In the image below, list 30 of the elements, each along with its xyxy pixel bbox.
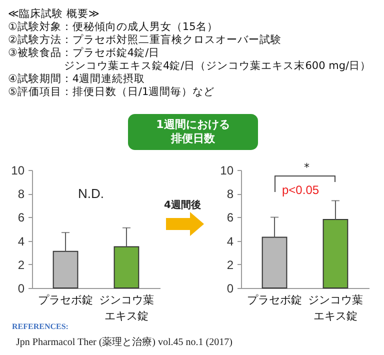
x-tick-label: プラセボ錠 — [247, 294, 302, 306]
y-tick-label: 4 — [226, 234, 234, 248]
chart-title: 1週間における排便日数 — [128, 114, 258, 150]
x-tick-label: ジンコウ葉エキス錠 — [98, 294, 154, 322]
text: ①試験対象：便秘傾向の成人男女（15名） — [8, 21, 218, 34]
text: REFERENCES: — [12, 322, 68, 331]
y-tick-label: 8 — [18, 187, 25, 202]
y-tick-label: 6 — [18, 210, 25, 225]
y-tick-label: 2 — [18, 258, 25, 272]
y-tick-label: 6 — [226, 210, 234, 225]
annotation: * — [304, 161, 310, 174]
text: 4週間後 — [164, 198, 201, 212]
text: ≪臨床試験 概要≫ — [8, 8, 100, 21]
y-tick-label: 10 — [11, 164, 25, 178]
text: ④試験期間：4週間連続摂取 — [8, 73, 146, 86]
x-tick-label: ジンコウ葉エキス錠 — [308, 294, 363, 322]
text: ⑤評価項目：排便日数（日/1週間毎）など — [8, 86, 215, 99]
y-tick-label: 8 — [226, 187, 234, 202]
y-tick-label: 0 — [226, 282, 234, 296]
x-tick-label: プラセボ錠 — [38, 294, 94, 306]
annotation: p<0.05 — [282, 183, 320, 197]
annotation: N.D. — [78, 186, 104, 201]
text: ②試験方法：プラセボ対照二重盲検クロスオーバー試験 — [8, 34, 282, 47]
text: ③被験食品：プラセボ錠4錠/日 — [8, 47, 160, 60]
text: Jpn Pharmacol Ther (薬理と治療) vol.45 no.1 (2017) — [16, 336, 232, 349]
y-tick-label: 0 — [18, 282, 25, 296]
y-tick-label: 10 — [220, 164, 234, 178]
text: ジンコウ葉エキス錠4錠/日（ジンコウ葉エキス末600 mg/日） — [64, 60, 372, 73]
y-tick-label: 4 — [18, 234, 25, 248]
y-tick-label: 2 — [226, 258, 234, 272]
